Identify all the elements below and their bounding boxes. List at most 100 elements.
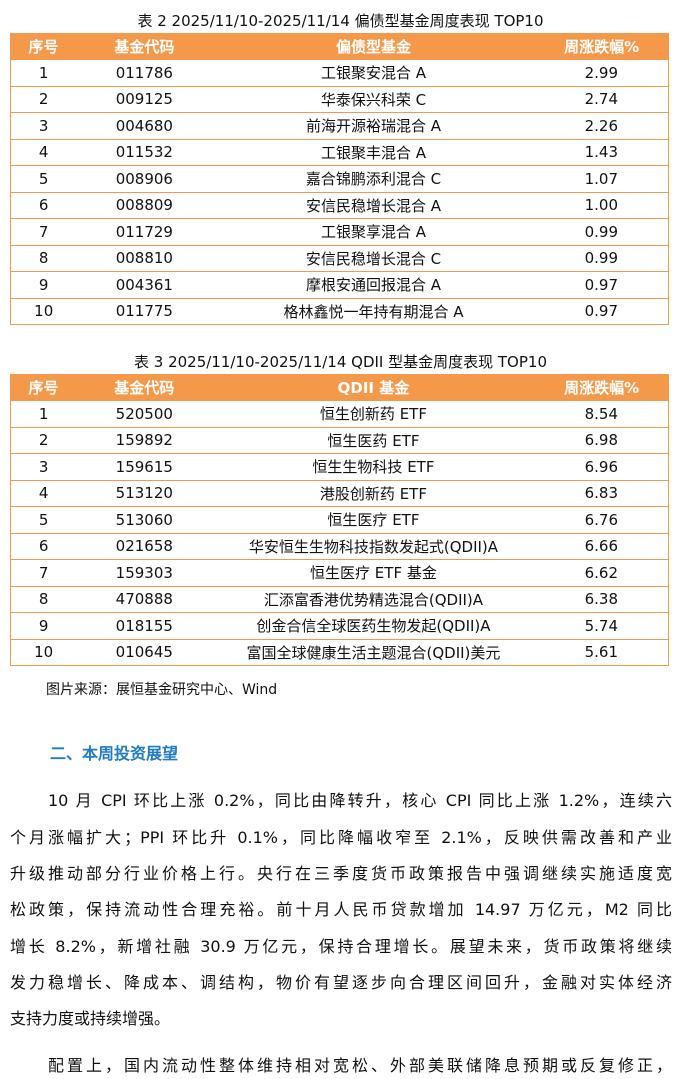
rank-cell: 8 [10,585,77,613]
table-row: 4 011532 工银聚丰混合 A 1.43 [10,138,669,166]
change-cell: 0.97 [534,297,669,325]
code-cell: 011532 [76,138,213,166]
table-row: 1 011786 工银聚安混合 A 2.99 [10,59,669,87]
table2-caption: 表 2 2025/11/10-2025/11/14 偏债型基金周度表现 TOP1… [137,12,544,30]
change-cell: 2.74 [534,85,669,113]
code-cell: 008810 [76,244,213,272]
change-cell: 0.99 [534,244,669,272]
change-cell: 6.76 [534,506,669,534]
fund-name-cell: 安信民稳增长混合 A [212,191,535,219]
rank-cell: 6 [10,532,77,560]
code-cell: 470888 [76,585,213,613]
table-row: 10 010645 富国全球健康生活主题混合(QDII)美元 5.61 [10,638,669,666]
table-row: 8 470888 汇添富香港优势精选混合(QDII)A 6.38 [10,585,669,613]
code-cell: 011775 [76,297,213,325]
rank-cell: 4 [10,479,77,507]
table-row: 10 011775 格林鑫悦一年持有期混合 A 0.97 [10,297,669,325]
fund-name-cell: 华泰保兴科荣 C [212,85,535,113]
code-cell: 008809 [76,191,213,219]
table-row: 5 513060 恒生医疗 ETF 6.76 [10,506,669,534]
header-change: 周涨跌幅% [534,33,669,60]
rank-cell: 3 [10,112,77,140]
rank-cell: 1 [10,59,77,87]
change-cell: 6.62 [534,559,669,587]
change-cell: 6.38 [534,585,669,613]
fund-name-cell: 工银聚享混合 A [212,218,535,246]
code-cell: 159892 [76,426,213,454]
table-row: 6 021658 华安恒生生物科技指数发起式(QDII)A 6.66 [10,532,669,560]
rank-cell: 5 [10,165,77,193]
code-cell: 021658 [76,532,213,560]
change-cell: 6.96 [534,453,669,481]
code-cell: 010645 [76,638,213,666]
table-row: 2 159892 恒生医药 ETF 6.98 [10,426,669,454]
change-cell: 0.99 [534,218,669,246]
fund-name-cell: 恒生创新药 ETF [212,400,535,428]
table-row: 4 513120 港股创新药 ETF 6.83 [10,479,669,507]
code-cell: 159303 [76,559,213,587]
change-cell: 1.07 [534,165,669,193]
table-row: 7 011729 工银聚享混合 A 0.99 [10,218,669,246]
code-cell: 159615 [76,453,213,481]
section-title: 二、本周投资展望 [50,744,179,763]
change-cell: 6.98 [534,426,669,454]
code-cell: 018155 [76,612,213,640]
table-row: 5 008906 嘉合锦鹏添利混合 C 1.07 [10,165,669,193]
rank-cell: 7 [10,559,77,587]
change-cell: 1.43 [534,138,669,166]
rank-cell: 5 [10,506,77,534]
table-row: 3 159615 恒生生物科技 ETF 6.96 [10,453,669,481]
header-rank: 序号 [10,33,77,60]
fund-name-cell: 前海开源裕瑞混合 A [212,112,535,140]
body-text-line: 增长 8.2%，新增社融 30.9 万亿元，保持合理增长。展望未来，货币政策将继… [10,937,672,956]
rank-cell: 1 [10,400,77,428]
fund-name-cell: 安信民稳增长混合 C [212,244,535,272]
change-cell: 2.26 [534,112,669,140]
table3-caption: 表 3 2025/11/10-2025/11/14 QDII 型基金周度表现 T… [133,353,547,371]
body-text-line: 发力稳增长、降成本、调结构，物价有望逐步向合理区间回升，金融对实体经济 [10,973,672,992]
body-text-line: 配置上，国内流动性整体维持相对宽松、外部美联储降息预期或反复修正， [48,1056,672,1075]
fund-name-cell: 嘉合锦鹏添利混合 C [212,165,535,193]
table-row: 2 009125 华泰保兴科荣 C 2.74 [10,85,669,113]
qdii-fund-table: 序号 基金代码 QDII 基金 周涨跌幅% 1 520500 恒生创新药 ETF 8.… [10,374,669,666]
image-source-note: 图片来源：展恒基金研究中心、Wind [46,682,278,698]
change-cell: 0.97 [534,271,669,299]
table-row: 6 008809 安信民稳增长混合 A 1.00 [10,191,669,219]
code-cell: 008906 [76,165,213,193]
body-text-line: 支持力度或持续增强。 [10,1009,171,1028]
code-cell: 004361 [76,271,213,299]
change-cell: 1.00 [534,191,669,219]
fund-name-cell: 港股创新药 ETF [212,479,535,507]
header-fund: 偏债型基金 [211,33,536,60]
change-cell: 2.99 [534,59,669,87]
rank-cell: 10 [10,638,77,666]
fund-name-cell: 工银聚安混合 A [212,59,535,87]
rank-cell: 8 [10,244,77,272]
change-cell: 6.83 [534,479,669,507]
fund-name-cell: 工银聚丰混合 A [212,138,535,166]
fund-name-cell: 恒生医疗 ETF 基金 [212,559,535,587]
rank-cell: 3 [10,453,77,481]
rank-cell: 7 [10,218,77,246]
bond-fund-table: 序号 基金代码 偏债型基金 周涨跌幅% 1 011786 工银聚安混合 A 2.99 2… [10,33,669,325]
fund-name-cell: 摩根安通回报混合 A [212,271,535,299]
fund-name-cell: 富国全球健康生活主题混合(QDII)美元 [212,638,535,666]
body-text-line: 个月涨幅扩大；PPI 环比升 0.1%，同比降幅收窄至 2.1%，反映供需改善和… [10,828,672,847]
body-text-line: 升级推动部分行业价格上行。央行在三季度货币政策报告中强调继续实施适度宽 [10,864,672,883]
table-row: 7 159303 恒生医疗 ETF 基金 6.62 [10,559,669,587]
code-cell: 520500 [76,400,213,428]
fund-name-cell: 创金合信全球医药生物发起(QDII)A [212,612,535,640]
fund-name-cell: 恒生医药 ETF [212,426,535,454]
code-cell: 513060 [76,506,213,534]
fund-name-cell: 格林鑫悦一年持有期混合 A [212,297,535,325]
rank-cell: 6 [10,191,77,219]
fund-name-cell: 恒生生物科技 ETF [212,453,535,481]
rank-cell: 4 [10,138,77,166]
rank-cell: 10 [10,297,77,325]
header-fund: QDII 基金 [211,374,536,401]
rank-cell: 9 [10,271,77,299]
change-cell: 8.54 [534,400,669,428]
header-code: 基金代码 [75,33,213,60]
change-cell: 5.61 [534,638,669,666]
fund-name-cell: 恒生医疗 ETF [212,506,535,534]
